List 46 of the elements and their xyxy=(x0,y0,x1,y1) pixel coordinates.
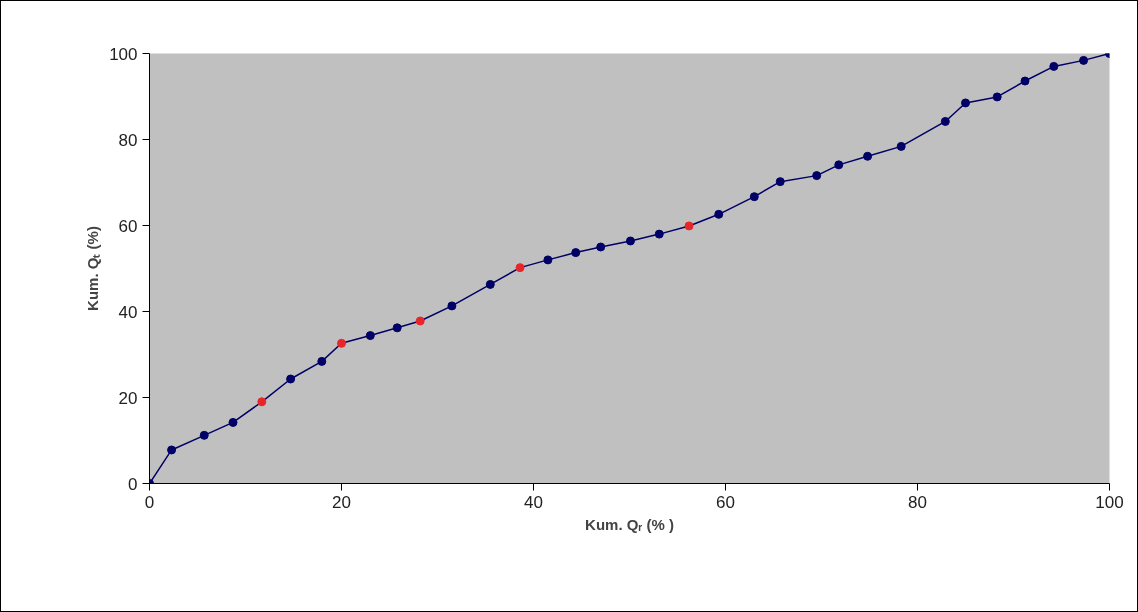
y-tick-label: 40 xyxy=(118,302,138,322)
point xyxy=(749,192,759,202)
point xyxy=(1079,55,1089,65)
x-tick-label: 60 xyxy=(716,492,735,512)
point xyxy=(167,445,177,455)
point xyxy=(812,171,822,181)
point xyxy=(286,374,296,384)
x-tick-label: 100 xyxy=(1095,492,1124,512)
point xyxy=(485,279,495,289)
y-tick-label: 100 xyxy=(109,44,138,64)
point xyxy=(684,221,694,231)
point xyxy=(992,92,1002,102)
x-tick-label: 40 xyxy=(524,492,543,512)
point xyxy=(571,248,581,258)
point xyxy=(392,323,402,333)
point xyxy=(257,397,267,407)
point xyxy=(940,116,950,126)
y-tick-label: 0 xyxy=(128,474,138,494)
point xyxy=(415,316,425,326)
x-tick-label: 80 xyxy=(908,492,927,512)
point xyxy=(515,263,525,273)
point xyxy=(447,301,457,311)
point xyxy=(365,331,375,341)
point xyxy=(654,229,664,239)
point xyxy=(228,417,238,427)
point xyxy=(1020,76,1030,86)
point xyxy=(896,141,906,151)
point xyxy=(775,177,785,187)
point xyxy=(317,356,327,366)
point xyxy=(337,338,346,348)
y-tick-label: 20 xyxy=(118,388,138,408)
x-axis-title: Kum. Qᵣ (% ) xyxy=(585,515,674,533)
y-tick-label: 60 xyxy=(118,216,138,236)
y-tick-label: 80 xyxy=(118,130,138,150)
x-tick-label: 0 xyxy=(144,492,155,512)
point xyxy=(834,160,844,170)
point xyxy=(199,430,209,440)
point xyxy=(625,236,635,246)
x-tick-label: 20 xyxy=(332,492,351,512)
y-axis-title: Kum. Qₜ (%) xyxy=(84,226,102,311)
point xyxy=(596,242,606,252)
point xyxy=(863,151,873,161)
point xyxy=(714,209,724,219)
point xyxy=(1049,61,1059,71)
point xyxy=(961,98,970,108)
point xyxy=(543,255,553,265)
